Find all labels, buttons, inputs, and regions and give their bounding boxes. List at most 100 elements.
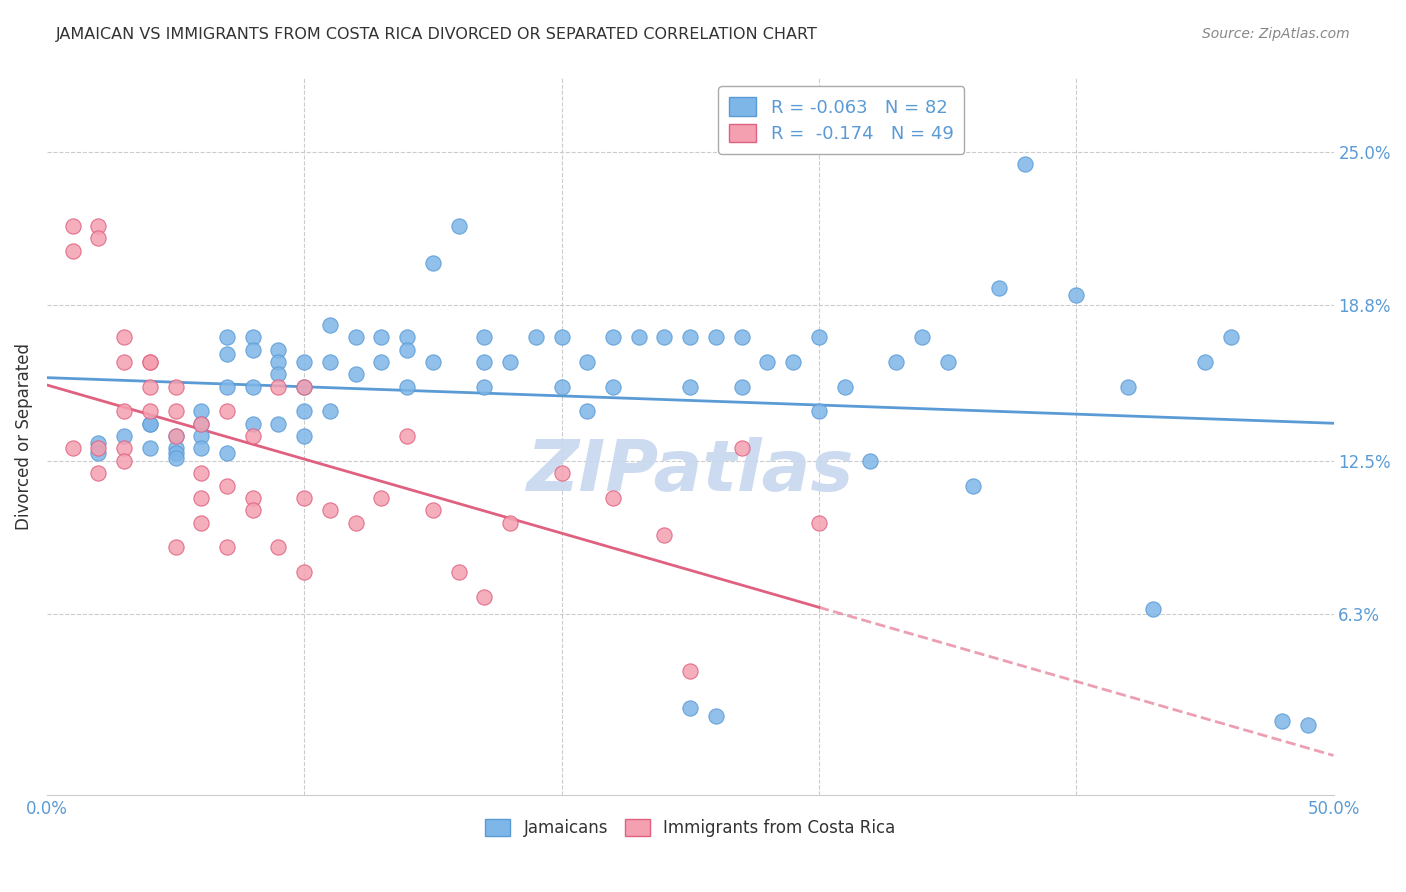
Point [139, 442, 162, 456]
Point [396, 379, 419, 393]
Point [165, 379, 187, 393]
Point [292, 429, 315, 443]
Point [962, 478, 984, 492]
Point [319, 355, 342, 369]
Point [679, 664, 702, 678]
Point [911, 330, 934, 344]
Point [267, 355, 290, 369]
Point [112, 429, 135, 443]
Point [550, 379, 572, 393]
Point [550, 330, 572, 344]
Point [731, 379, 754, 393]
Point [112, 330, 135, 344]
Point [190, 417, 212, 431]
Point [731, 442, 754, 456]
Point [242, 417, 264, 431]
Point [190, 442, 212, 456]
Point [550, 466, 572, 480]
Point [807, 404, 830, 418]
Point [62, 244, 84, 258]
Point [215, 478, 238, 492]
Legend: Jamaicans, Immigrants from Costa Rica: Jamaicans, Immigrants from Costa Rica [478, 813, 901, 844]
Point [472, 330, 495, 344]
Point [267, 379, 290, 393]
Point [87, 436, 110, 450]
Point [165, 429, 187, 443]
Point [859, 454, 882, 468]
Point [112, 442, 135, 456]
Point [704, 330, 727, 344]
Point [679, 701, 702, 715]
Text: Source: ZipAtlas.com: Source: ZipAtlas.com [1202, 27, 1350, 41]
Point [215, 379, 238, 393]
Point [139, 355, 162, 369]
Point [190, 404, 212, 418]
Point [242, 503, 264, 517]
Point [396, 429, 419, 443]
Point [242, 491, 264, 505]
Point [215, 404, 238, 418]
Point [165, 429, 187, 443]
Point [267, 368, 290, 382]
Point [704, 708, 727, 723]
Point [344, 330, 367, 344]
Point [936, 355, 959, 369]
Point [447, 565, 470, 579]
Point [731, 330, 754, 344]
Point [807, 330, 830, 344]
Point [1296, 718, 1319, 732]
Point [319, 318, 342, 332]
Point [1064, 288, 1087, 302]
Point [165, 404, 187, 418]
Point [654, 528, 676, 542]
Text: JAMAICAN VS IMMIGRANTS FROM COSTA RICA DIVORCED OR SEPARATED CORRELATION CHART: JAMAICAN VS IMMIGRANTS FROM COSTA RICA D… [56, 27, 818, 42]
Point [165, 451, 187, 466]
Point [807, 516, 830, 530]
Point [576, 404, 599, 418]
Point [782, 355, 804, 369]
Point [242, 343, 264, 357]
Point [602, 379, 624, 393]
Point [499, 516, 522, 530]
Point [139, 417, 162, 431]
Point [370, 330, 392, 344]
Point [292, 355, 315, 369]
Point [292, 565, 315, 579]
Point [165, 442, 187, 456]
Point [1142, 602, 1164, 616]
Point [190, 429, 212, 443]
Point [422, 503, 444, 517]
Point [370, 355, 392, 369]
Point [87, 231, 110, 245]
Point [524, 330, 547, 344]
Point [87, 219, 110, 233]
Point [292, 491, 315, 505]
Point [988, 281, 1011, 295]
Point [215, 446, 238, 460]
Point [472, 590, 495, 604]
Point [87, 446, 110, 460]
Point [242, 429, 264, 443]
Point [344, 368, 367, 382]
Point [654, 330, 676, 344]
Point [499, 355, 522, 369]
Point [215, 330, 238, 344]
Point [884, 355, 907, 369]
Y-axis label: Divorced or Separated: Divorced or Separated [15, 343, 32, 530]
Point [422, 256, 444, 270]
Point [292, 379, 315, 393]
Point [319, 503, 342, 517]
Point [679, 330, 702, 344]
Point [370, 491, 392, 505]
Point [139, 355, 162, 369]
Point [190, 516, 212, 530]
Point [422, 355, 444, 369]
Point [139, 404, 162, 418]
Point [472, 379, 495, 393]
Point [62, 442, 84, 456]
Point [602, 330, 624, 344]
Point [139, 379, 162, 393]
Point [834, 379, 856, 393]
Point [87, 466, 110, 480]
Point [215, 541, 238, 555]
